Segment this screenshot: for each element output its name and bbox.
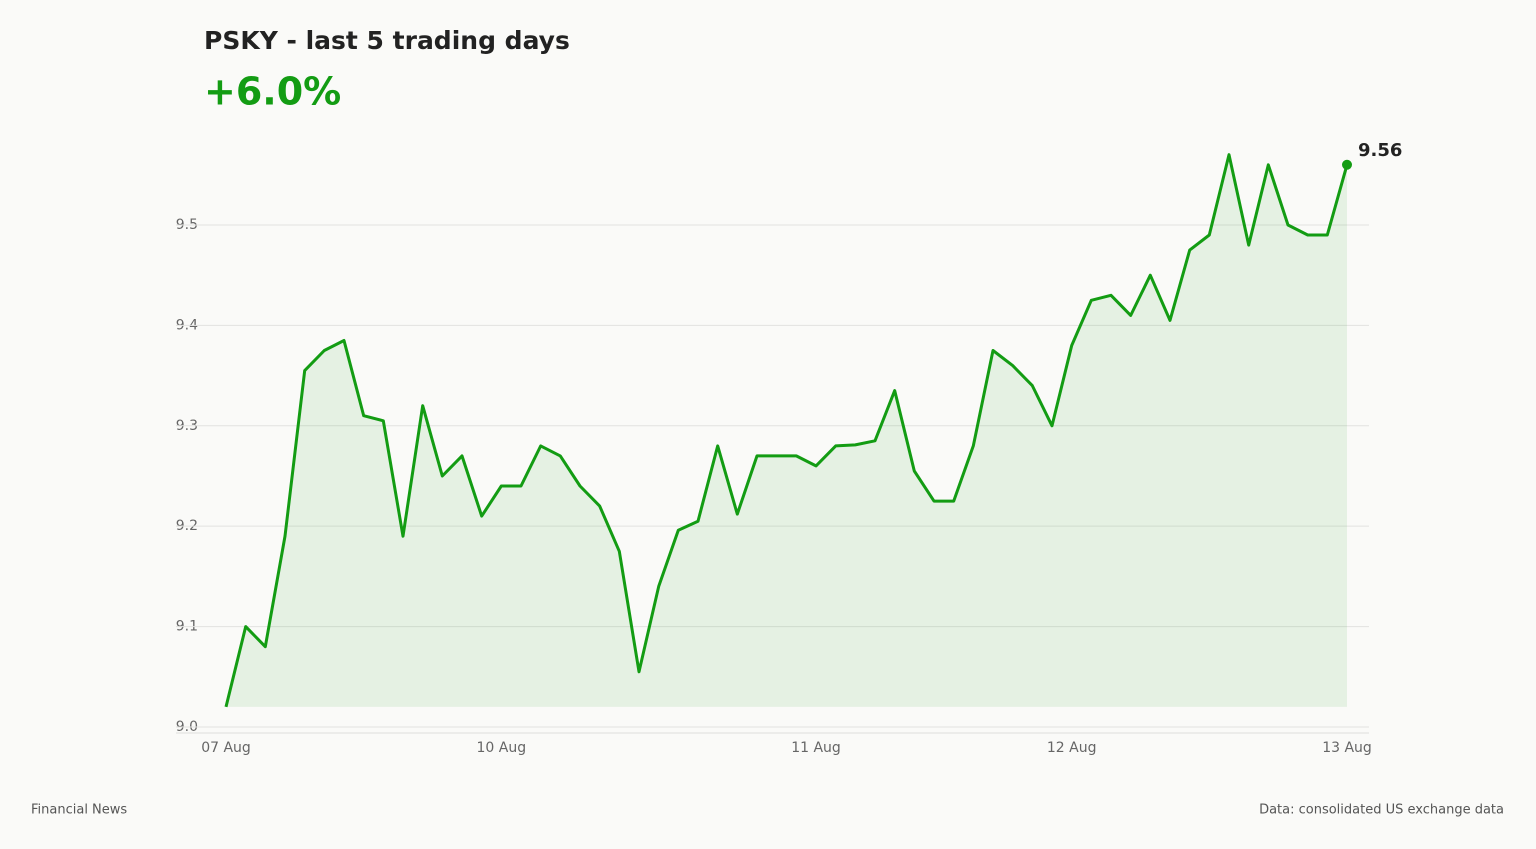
chart-title: PSKY - last 5 trading days — [204, 26, 570, 55]
source: Data: consolidated US exchange data — [1259, 803, 1504, 818]
x-tick-label: 12 Aug — [1047, 740, 1097, 756]
end-point — [1342, 159, 1352, 170]
x-tick-label: 07 Aug — [201, 740, 251, 756]
x-tick-label: 10 Aug — [477, 740, 527, 756]
footer: Financial News — [31, 803, 127, 818]
area — [226, 154, 1347, 707]
change-label: +6.0% — [204, 70, 341, 114]
x-tick-label: 11 Aug — [791, 740, 841, 756]
end-label: 9.56 — [1358, 140, 1402, 161]
x-tick-label: 13 Aug — [1322, 740, 1372, 756]
line — [224, 153, 1349, 708]
